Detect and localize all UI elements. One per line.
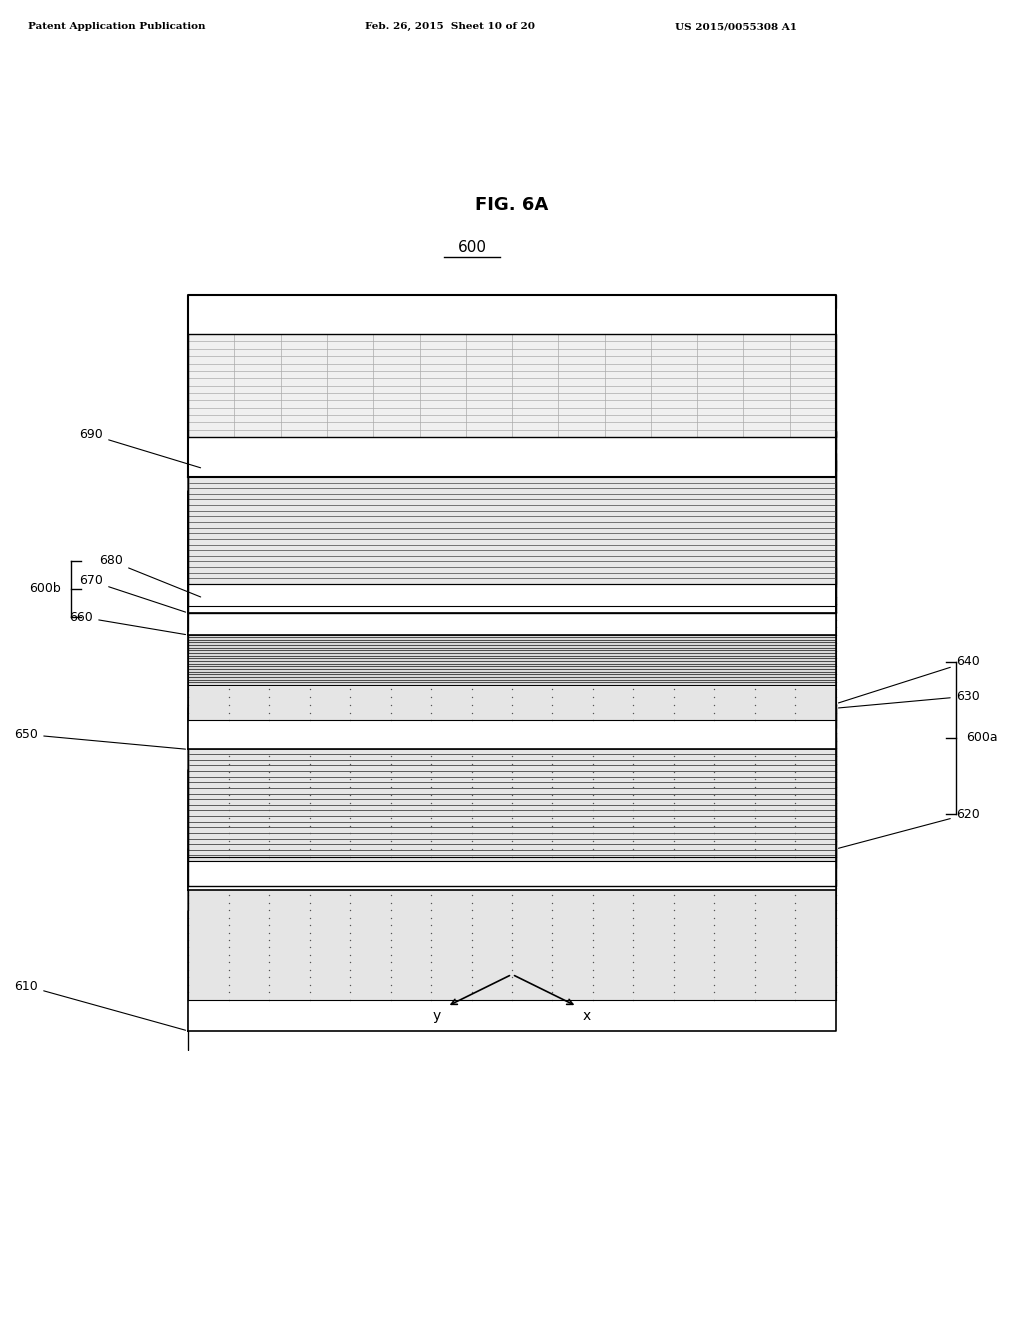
Text: 630: 630 <box>839 689 980 708</box>
Polygon shape <box>188 880 836 999</box>
Text: US 2015/0055308 A1: US 2015/0055308 A1 <box>675 22 797 30</box>
Text: 620: 620 <box>839 808 980 849</box>
Polygon shape <box>188 632 836 685</box>
Polygon shape <box>188 461 836 583</box>
Text: 600: 600 <box>458 240 486 255</box>
Polygon shape <box>188 482 836 606</box>
Polygon shape <box>188 294 836 308</box>
Text: 600a: 600a <box>966 731 997 744</box>
Text: 610: 610 <box>14 979 185 1030</box>
Polygon shape <box>188 568 836 587</box>
Text: y: y <box>433 1010 441 1023</box>
Text: 660: 660 <box>70 611 185 635</box>
Polygon shape <box>188 453 836 471</box>
Polygon shape <box>188 709 836 727</box>
Text: Feb. 26, 2015  Sheet 10 of 20: Feb. 26, 2015 Sheet 10 of 20 <box>365 22 535 30</box>
Text: 640: 640 <box>839 655 980 704</box>
Text: 650: 650 <box>14 727 185 750</box>
Polygon shape <box>188 432 836 612</box>
Text: 670: 670 <box>80 574 185 612</box>
Text: FIG. 6A: FIG. 6A <box>475 195 549 214</box>
Polygon shape <box>188 461 836 583</box>
Text: Patent Application Publication: Patent Application Publication <box>28 22 206 30</box>
Polygon shape <box>188 849 836 1031</box>
Polygon shape <box>188 733 836 857</box>
Polygon shape <box>188 738 836 861</box>
Polygon shape <box>188 294 836 477</box>
Polygon shape <box>188 432 836 449</box>
Text: 690: 690 <box>80 428 201 467</box>
Text: x: x <box>583 1010 591 1023</box>
Text: 600b: 600b <box>30 582 61 595</box>
Polygon shape <box>188 849 836 869</box>
Polygon shape <box>188 568 836 750</box>
Polygon shape <box>188 453 836 635</box>
Polygon shape <box>188 334 836 437</box>
Polygon shape <box>188 709 836 890</box>
Text: 680: 680 <box>99 554 201 597</box>
Polygon shape <box>188 597 836 721</box>
Polygon shape <box>188 432 836 612</box>
Polygon shape <box>188 704 836 886</box>
